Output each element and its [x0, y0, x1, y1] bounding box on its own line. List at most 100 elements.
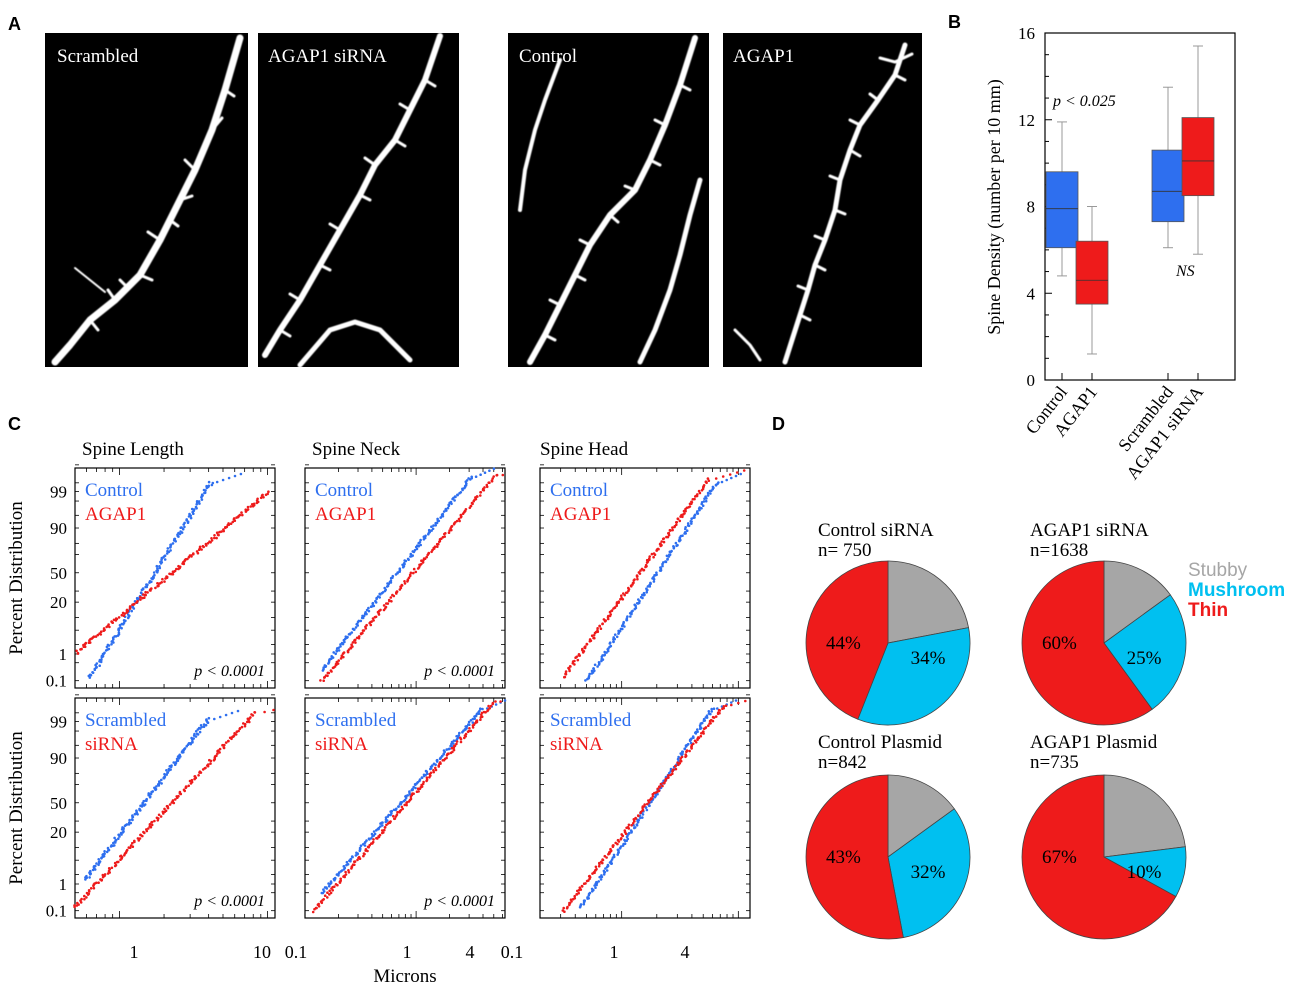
data-point — [409, 797, 413, 801]
data-point — [631, 822, 635, 825]
data-point — [408, 790, 411, 793]
data-point — [688, 505, 692, 508]
data-point — [648, 804, 651, 807]
data-point — [329, 880, 333, 883]
data-point — [389, 820, 392, 823]
data-point — [702, 730, 705, 733]
data-point — [328, 893, 331, 896]
data-point — [641, 593, 644, 597]
data-point — [330, 655, 334, 658]
data-point — [481, 707, 484, 711]
data-point — [465, 725, 469, 728]
data-point — [579, 903, 583, 906]
data-point — [171, 799, 175, 802]
data-point — [401, 807, 405, 811]
data-point — [696, 728, 699, 731]
data-point — [488, 469, 491, 473]
data-point — [142, 830, 145, 834]
data-point — [187, 784, 190, 788]
data-point — [110, 866, 114, 870]
data-point — [422, 773, 426, 777]
data-point — [138, 807, 141, 811]
data-point — [623, 838, 626, 842]
data-point — [133, 839, 136, 843]
data-point — [609, 847, 612, 851]
data-point — [76, 901, 79, 905]
data-point — [678, 519, 682, 523]
data-point — [664, 560, 668, 564]
data-point — [594, 865, 598, 869]
data-point — [83, 645, 87, 649]
data-point — [683, 512, 686, 515]
data-point — [120, 613, 124, 617]
data-point — [432, 524, 435, 527]
mushroom-percent-label: 34% — [911, 648, 946, 669]
data-point — [412, 571, 415, 575]
data-point — [425, 772, 429, 775]
pie-legend-item: Thin — [1188, 600, 1228, 621]
data-point — [210, 483, 214, 487]
data-point — [323, 664, 327, 667]
data-point — [688, 502, 692, 506]
data-point — [113, 844, 116, 847]
data-point — [195, 500, 199, 503]
data-point — [470, 501, 474, 505]
data-point — [629, 829, 633, 832]
data-point — [177, 794, 180, 798]
data-point — [612, 844, 615, 847]
data-point — [85, 896, 88, 899]
data-point — [395, 807, 398, 811]
data-point — [163, 580, 166, 583]
legend-series-1: Scrambled — [85, 710, 167, 731]
data-point — [706, 477, 710, 480]
plot-frame — [74, 467, 276, 689]
data-point — [674, 764, 677, 768]
data-point — [568, 665, 572, 668]
data-point — [670, 549, 673, 553]
data-point — [250, 713, 253, 716]
data-point — [675, 521, 678, 524]
data-point — [707, 712, 711, 715]
data-point — [128, 846, 132, 849]
micrograph-scrambled: Scrambled — [45, 33, 248, 367]
data-point — [107, 848, 111, 852]
data-point — [562, 906, 565, 910]
data-point — [392, 808, 396, 812]
data-point — [627, 831, 631, 835]
cumulative-plot: Scrambled siRNA p < 0.0001 — [304, 694, 507, 919]
data-point — [602, 869, 606, 873]
data-point — [659, 782, 663, 786]
data-point — [240, 511, 243, 514]
y-tick-label: 99 — [50, 713, 67, 732]
data-point — [259, 496, 263, 500]
data-point — [427, 551, 431, 555]
data-point — [154, 586, 157, 590]
data-point — [601, 622, 604, 625]
data-point — [663, 781, 666, 784]
cumulative-plot: Control AGAP1 — [539, 464, 751, 689]
data-point — [362, 854, 365, 858]
data-point — [337, 646, 341, 650]
data-point — [730, 703, 733, 707]
data-point — [114, 863, 118, 867]
data-point — [392, 814, 395, 818]
data-point — [95, 881, 98, 885]
data-point — [175, 757, 179, 761]
data-point — [379, 608, 382, 612]
data-point — [620, 596, 623, 600]
data-point — [577, 891, 580, 895]
data-point — [671, 526, 674, 529]
data-point — [720, 480, 724, 484]
data-point — [385, 823, 388, 827]
data-point — [97, 863, 100, 867]
data-point — [575, 655, 578, 659]
data-point — [576, 658, 580, 662]
data-point — [661, 564, 664, 568]
data-point — [163, 772, 166, 776]
data-point — [232, 734, 236, 737]
y-tick-label: 50 — [50, 564, 67, 583]
data-point — [169, 545, 172, 549]
data-point — [706, 494, 710, 497]
data-point — [616, 838, 620, 842]
data-point — [573, 897, 577, 900]
